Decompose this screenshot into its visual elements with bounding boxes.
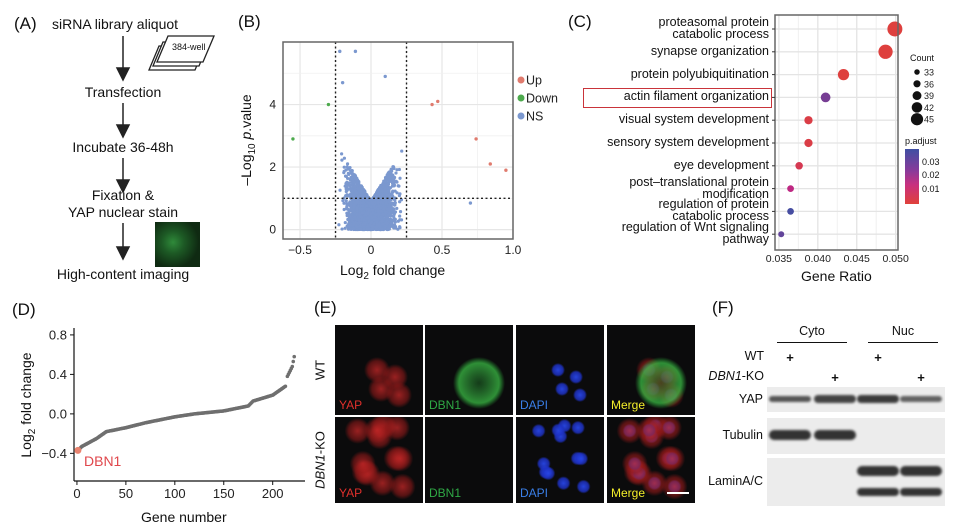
volcano-point [388,186,392,190]
volcano-point [346,227,351,231]
plus-marker: + [831,370,839,385]
protein-band [900,466,942,476]
protein-band [900,488,942,496]
volcano-point [338,188,342,192]
scale-bar [667,492,689,494]
channel-label: DAPI [520,398,549,412]
plate-label: 384-well [172,42,206,52]
volcano-point [352,197,356,201]
blot-label: LaminA/C [708,474,763,488]
y-tick-label: 0.4 [49,367,67,382]
yap-stain-thumbnail [155,222,200,267]
protein-band [814,395,856,403]
channel-label: YAP [339,486,363,500]
x-tick-label: 0 [73,486,80,501]
protein-band [857,395,899,403]
plus-marker: + [874,350,882,365]
step-library: siRNA library aliquot [52,16,179,32]
protein-band [857,466,899,476]
gene-point [290,364,295,369]
panel-b-label: (B) [238,12,261,31]
blot-label: Tubulin [722,428,763,442]
nuc-bracket [868,342,938,343]
panel-e-label: (E) [314,298,337,317]
condition-ko: DBN1-KO [708,369,764,383]
x-tick-label: 100 [164,486,186,501]
protein-band [900,395,942,403]
volcano-point [343,226,347,230]
panel-a-label: (A) [14,14,37,33]
volcano-point [398,176,402,180]
volcano-point [391,165,396,169]
volcano-point [342,201,346,205]
protein-band [857,488,899,496]
volcano-point [393,189,397,193]
y-tick-label: 0.8 [49,327,67,342]
micrograph-wt-merge: Merge [607,325,695,415]
x-tick-label: 50 [119,486,133,501]
plus-marker: + [786,350,794,365]
volcano-point [400,149,404,153]
micrograph-wt-dapi: DAPI [516,325,604,415]
channel-label: DAPI [520,486,549,500]
micrograph-ko-yap: YAP [335,417,423,503]
channel-label: YAP [339,398,363,412]
dbn1-point [74,446,82,454]
protein-band [814,430,856,440]
plot-area [283,42,513,239]
micrograph-ko-merge: Merge [607,417,695,503]
volcano-point [397,167,401,172]
gene-point [283,384,288,389]
volcano-point [344,174,348,178]
row-label-wt: WT [312,359,328,381]
step-fixation: Fixation & [91,187,155,203]
volcano-point [342,165,346,169]
volcano-point [395,168,399,172]
gene-point [292,354,297,359]
micrograph-wt-dbn1: DBN1 [425,325,513,415]
micrograph-wt-yap: YAP [335,325,423,415]
plus-marker: + [917,370,925,385]
volcano-point [337,223,341,227]
step-transfection: Transfection [84,84,162,100]
cyto-bracket [777,342,847,343]
micrograph-ko-dbn1: DBN1 [425,417,513,503]
volcano-point [340,158,344,162]
volcano-point [342,156,347,160]
volcano-point [398,210,403,214]
channel-label: Merge [611,398,646,412]
micrograph-ko-dapi: DAPI [516,417,604,503]
row-label-ko: DBN1-KO [312,431,328,489]
blot-label: YAP [738,391,763,406]
protein-band [769,430,811,440]
step-incubate: Incubate 36-48h [72,139,174,155]
condition-wt: WT [744,349,764,363]
group-cyto: Cyto [799,324,825,338]
y-tick-label: 0.0 [49,406,67,421]
dbn1-annotation: DBN1 [84,453,122,469]
volcano-point [394,171,398,175]
volcano-point [395,206,399,211]
x-tick-label: 200 [262,486,284,501]
gene-point [291,359,296,364]
group-nuc: Nuc [891,324,915,338]
panel-f-label: (F) [712,298,734,317]
workflow-arrows [115,35,215,261]
plate-icon [148,35,215,71]
channel-label: DBN1 [429,486,462,500]
channel-label: Merge [611,486,646,500]
volcano-point [345,162,350,166]
x-tick-label: 150 [213,486,235,501]
rank-xlabel: Gene number [141,509,227,525]
step-stain: YAP nuclear stain [68,204,178,220]
step-imaging: High-content imaging [56,266,190,282]
channel-label: DBN1 [429,398,462,412]
protein-band [769,395,811,403]
y-tick-label: −0.4 [41,446,67,461]
rank-ylabel: Log2 fold change [18,352,38,458]
